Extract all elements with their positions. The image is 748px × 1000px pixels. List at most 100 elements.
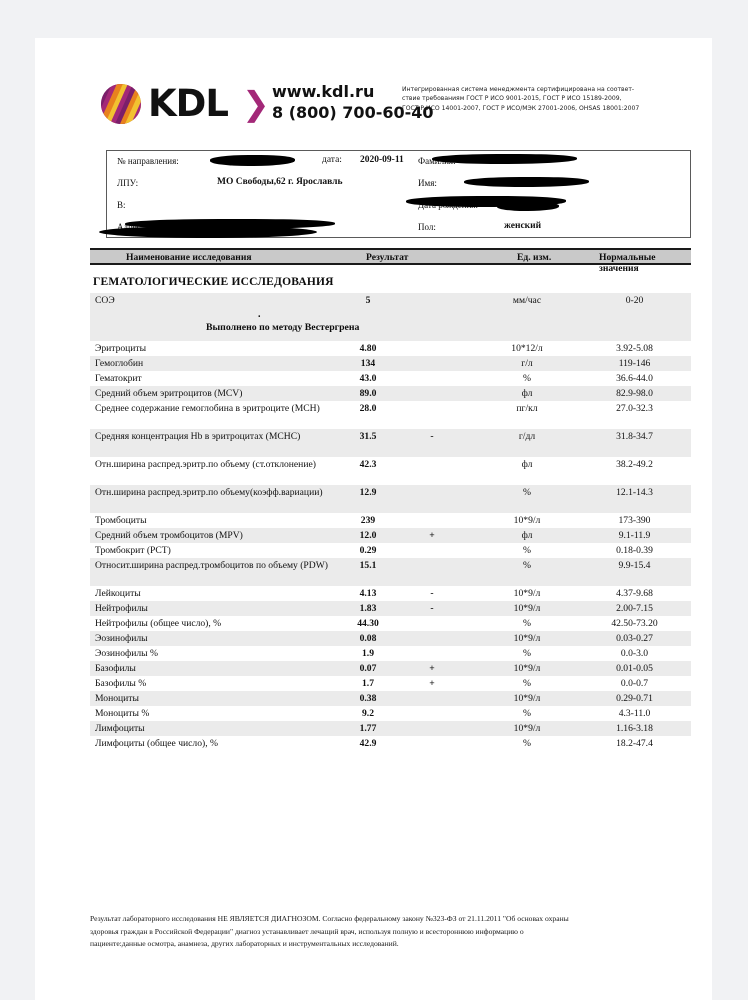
kdl-wordmark: KDL (148, 82, 229, 125)
result-value: 1.7 (362, 678, 374, 689)
date-value: 2020-09-11 (360, 155, 404, 165)
result-value: 0.08 (359, 633, 377, 644)
table-row: Базофилы % 1.7 +% 0.0-0.7 (90, 676, 691, 691)
table-row: Базофилы 0.07 +10*9/л 0.01-0.05 (90, 661, 691, 676)
result-norm: 27.0-32.3 (616, 403, 653, 414)
result-norm: 0.0-3.0 (620, 648, 649, 659)
method-note: . Выполнено по методу Вестергрена (90, 308, 691, 341)
kdl-sphere-icon (101, 84, 141, 124)
table-row: Средний объем тромбоцитов (MPV) 12.0 + фл 9.… (90, 528, 691, 543)
table-row: Лимфоциты 1.77 10*9/л 1.16-3.18 (90, 721, 691, 736)
redaction-mark (432, 154, 577, 164)
result-norm: 0-20 (625, 295, 644, 306)
table-row: Моноциты % 9.2% 4.3-11.0 (90, 706, 691, 721)
result-unit: 10*12/л (511, 343, 543, 354)
result-unit: фл (521, 530, 533, 541)
info-column-right: Фамилия: Имя: Дата рождения: Пол: женски… (406, 151, 692, 239)
result-unit: 10*9/л (513, 723, 541, 734)
firstname-label: Имя: (418, 178, 437, 188)
result-unit: % (523, 708, 531, 719)
table-row: Гематокрит 43.0% 36.6-44.0 (90, 371, 691, 386)
patient-info-box: № направления: дата: 2020-09-11 ЛПУ: МО … (99, 150, 692, 239)
info-row-facility: ЛПУ: МО Свободы,62 г. Ярославль (107, 173, 407, 195)
result-norm: 42.50-73.20 (611, 618, 658, 629)
result-name: Лимфоциты (95, 723, 145, 734)
result-norm: 9.1-11.9 (618, 530, 651, 541)
result-value: 239 (360, 515, 376, 526)
result-norm: 31.8-34.7 (616, 431, 653, 442)
result-value: 134 (360, 358, 376, 369)
info-row-sex: Пол: женский (412, 217, 692, 239)
result-name: Отн.ширина распред.эритр.по объему(коэфф… (95, 487, 323, 498)
result-flag: - (430, 603, 434, 614)
result-name: Гемоглобин (95, 358, 144, 369)
result-value: 12.9 (359, 487, 377, 498)
table-row: Отн.ширина распред.эритр.по объему (ст.о… (90, 457, 691, 485)
col-header-unit: Ед. изм. (517, 252, 552, 263)
table-row: Лейкоциты 4.13 - 10*9/л 4.37-9.68 (90, 586, 691, 601)
doctor-label: В: (117, 200, 126, 210)
note-text: Выполнено по методу Вестергрена (206, 322, 360, 333)
result-unit: % (523, 738, 531, 749)
result-flag: + (429, 678, 435, 689)
info-row-doctor: В: (107, 195, 407, 217)
result-unit: 10*9/л (513, 663, 541, 674)
result-flag: - (430, 588, 434, 599)
result-flag: + (429, 530, 435, 541)
result-name: Тромбокрит (PCT) (95, 545, 171, 556)
section-title: ГЕМАТОЛОГИЧЕСКИЕ ИССЛЕДОВАНИЯ (93, 276, 334, 288)
result-name: Гематокрит (95, 373, 142, 384)
redaction-mark (99, 226, 317, 238)
cert-line-2: ствие требованиям ГОСТ Р ИСО 9001-2015, … (402, 95, 622, 103)
table-row: Среднее содержание гемоглобина в эритроц… (90, 401, 691, 429)
result-name: Лимфоциты (общее число), % (95, 738, 218, 749)
table-row: Моноциты 0.38 10*9/л 0.29-0.71 (90, 691, 691, 706)
table-row: Отн.ширина распред.эритр.по объему(коэфф… (90, 485, 691, 513)
redaction-mark (497, 202, 559, 211)
referral-label: № направления: (117, 156, 179, 166)
result-value: 42.3 (359, 459, 377, 470)
result-norm: 0.29-0.71 (616, 693, 653, 704)
chevron-right-icon: ❯ (241, 84, 270, 123)
result-value: 1.77 (359, 723, 377, 734)
table-row: Относит.ширина распред.тромбоцитов по об… (90, 558, 691, 586)
info-row-referral: № направления: дата: 2020-09-11 (107, 151, 407, 173)
result-name: Нейтрофилы (общее число), % (95, 618, 222, 629)
result-norm: 1.16-3.18 (616, 723, 653, 734)
facility-value: МО Свободы,62 г. Ярославль (217, 177, 343, 187)
result-name: Отн.ширина распред.эритр.по объему (ст.о… (95, 459, 316, 470)
result-unit: фл (521, 388, 533, 399)
report-header: KDL ❯ www.kdl.ru 8 (800) 700-60-40 Интег… (35, 78, 712, 140)
table-row: Средний объем эритроцитов (MCV) 89.0 фл 82.… (90, 386, 691, 401)
result-name: Нейтрофилы (95, 603, 148, 614)
result-name: Средняя концентрация Hb в эритроцитах (M… (95, 431, 301, 442)
cert-line-3: ГОСТ Р ИСО 14001-2007, ГОСТ Р ИСО/МЭК 27… (402, 104, 640, 112)
table-row: Гемоглобин 134 г/л 119-146 (90, 356, 691, 371)
disclaimer-line-3: пациенте:данные осмотра, анамнеза, други… (90, 939, 399, 948)
result-value: 0.07 (359, 663, 377, 674)
certification-text: Интегрированная система менеджмента серт… (402, 85, 692, 113)
result-value: 28.0 (359, 403, 377, 414)
table-row: СОЭ 5 мм/час 0-20 (90, 293, 691, 308)
redaction-mark (406, 196, 566, 207)
result-name: СОЭ (95, 295, 115, 306)
result-name: Моноциты % (95, 708, 150, 719)
table-row: Нейтрофилы 1.83 - 10*9/л 2.00-7.15 (90, 601, 691, 616)
result-unit: % (523, 487, 531, 498)
result-unit: % (523, 373, 531, 384)
col-header-result: Результат (366, 252, 409, 263)
result-value: 0.38 (359, 693, 377, 704)
result-unit: % (523, 648, 531, 659)
result-norm: 0.0-0.7 (620, 678, 649, 689)
result-norm: 3.92-5.08 (616, 343, 653, 354)
result-unit: 10*9/л (513, 588, 541, 599)
result-name: Эритроциты (95, 343, 147, 354)
col-header-name: Наименование исследования (126, 252, 252, 263)
result-norm: 0.18-0.39 (616, 545, 653, 556)
table-row: Лимфоциты (общее число), % 42.9% 18.2-47.4 (90, 736, 691, 751)
result-norm: 0.03-0.27 (616, 633, 653, 644)
result-flag: + (429, 663, 435, 674)
disclaimer-line-1: Результат лабораторного исследования НЕ … (90, 914, 569, 923)
result-value: 42.9 (359, 738, 377, 749)
result-value: 4.13 (359, 588, 377, 599)
